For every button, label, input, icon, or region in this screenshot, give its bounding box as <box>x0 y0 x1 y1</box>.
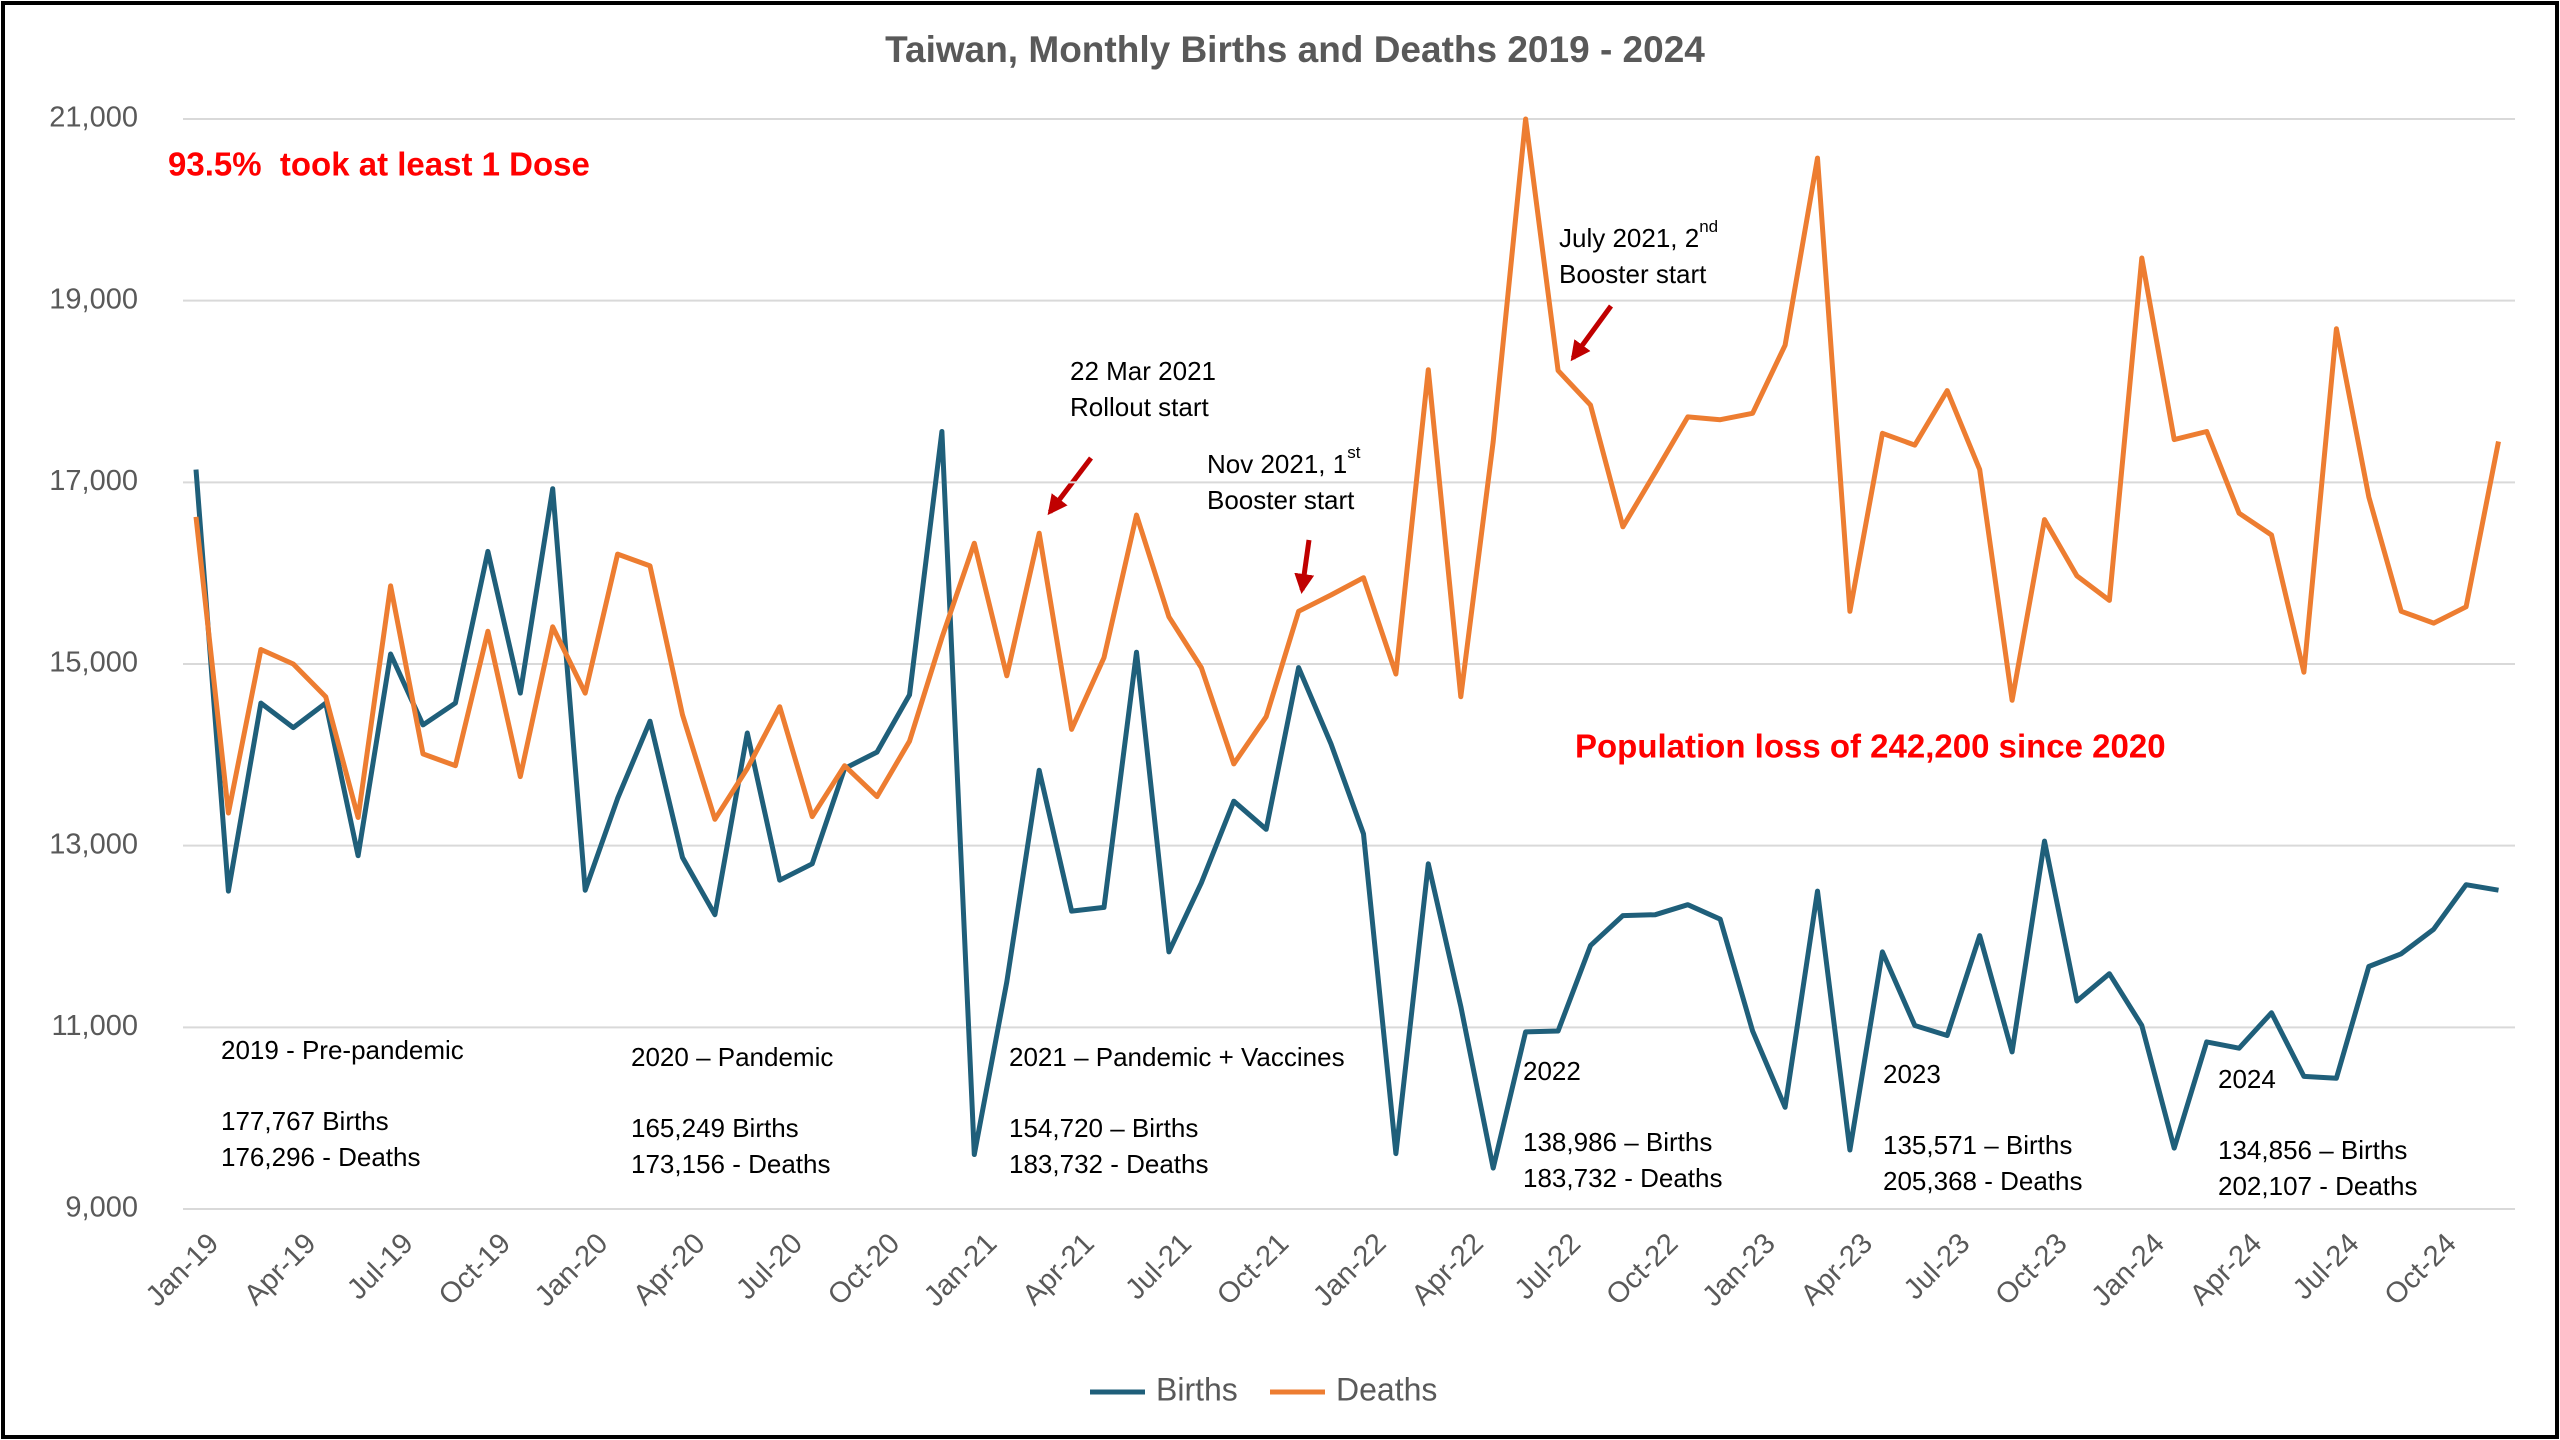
arrow <box>1047 456 1093 516</box>
y-tick-label: 21,000 <box>49 102 138 134</box>
line-series <box>193 429 2499 1171</box>
highlight-text: Population loss of 242,200 since 2020 <box>1575 728 2166 765</box>
period-deaths: 183,732 - Deaths <box>1523 1163 1722 1193</box>
period-label: 2020 – Pandemic <box>631 1042 833 1072</box>
highlight-text: 93.5% took at least 1 Dose <box>168 146 590 183</box>
arrow <box>1294 539 1315 594</box>
legend-label: Deaths <box>1336 1371 1437 1407</box>
annotation: Booster start <box>1559 259 1707 289</box>
period-births: 165,249 Births <box>631 1113 799 1143</box>
annotation-text: 22 Mar 2021 <box>1070 356 1216 386</box>
period-label: 2023 <box>1883 1059 1941 1089</box>
legend-label: Births <box>1156 1371 1238 1407</box>
period-deaths: 183,732 - Deaths <box>1009 1149 1208 1179</box>
period-label: 2022 <box>1523 1056 1581 1086</box>
annotation: Rollout start <box>1070 392 1209 422</box>
y-tick-label: 9,000 <box>65 1192 138 1224</box>
period-births: 134,856 – Births <box>2218 1135 2407 1165</box>
annotation: Nov 2021, 1st <box>1207 443 1361 478</box>
period-label: 2019 - Pre-pandemic <box>221 1035 464 1065</box>
annotation: 22 Mar 2021 <box>1070 356 1216 386</box>
annotation-sup: nd <box>1699 217 1718 236</box>
period-label: 2024 <box>2218 1064 2276 1094</box>
annotation-text: Nov 2021, 1 <box>1207 449 1347 479</box>
line-series <box>193 116 2501 822</box>
y-tick-label: 19,000 <box>49 283 138 315</box>
period-births: 154,720 – Births <box>1009 1113 1198 1143</box>
y-tick-label: 15,000 <box>49 647 138 679</box>
period-label: 2021 – Pandemic + Vaccines <box>1009 1042 1345 1072</box>
period-deaths: 176,296 - Deaths <box>221 1142 420 1172</box>
period-births: 135,571 – Births <box>1883 1130 2072 1160</box>
y-tick-label: 13,000 <box>49 828 138 860</box>
annotation: Booster start <box>1207 485 1355 515</box>
y-tick-label: 17,000 <box>49 465 138 497</box>
chart-title: Taiwan, Monthly Births and Deaths 2019 -… <box>885 29 1705 70</box>
period-deaths: 205,368 - Deaths <box>1883 1166 2082 1196</box>
period-births: 177,767 Births <box>221 1106 389 1136</box>
annotation: July 2021, 2nd <box>1559 217 1718 252</box>
annotation-sup: st <box>1347 443 1361 462</box>
annotation-text: July 2021, 2 <box>1559 223 1699 253</box>
period-births: 138,986 – Births <box>1523 1127 1712 1157</box>
y-tick-label: 11,000 <box>51 1010 138 1042</box>
period-deaths: 173,156 - Deaths <box>631 1149 830 1179</box>
arrow <box>1570 304 1614 362</box>
period-deaths: 202,107 - Deaths <box>2218 1171 2417 1201</box>
